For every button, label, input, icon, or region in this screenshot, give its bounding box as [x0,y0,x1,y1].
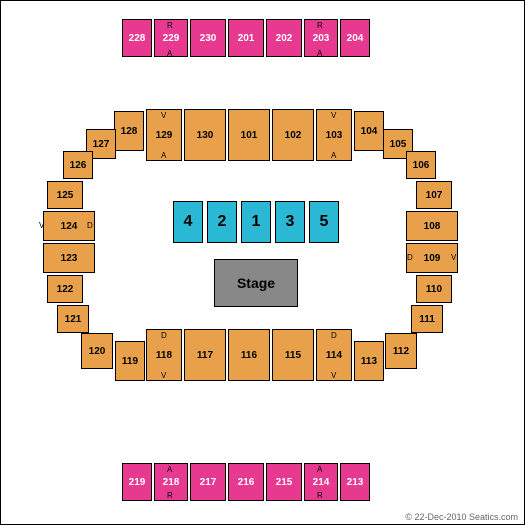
lower-section-126[interactable]: 126 [63,151,93,179]
row-label: D [331,331,337,340]
upper-section-204[interactable]: 204 [340,19,370,57]
lower-section-108[interactable]: 108 [406,211,458,241]
lower-section-102[interactable]: 102 [272,109,314,161]
floor-section-2[interactable]: 2 [207,201,237,243]
row-label: V [39,221,44,230]
upper-section-216[interactable]: 216 [228,463,264,501]
row-label: A [167,49,172,58]
lower-section-117[interactable]: 117 [184,329,226,381]
lower-section-119[interactable]: 119 [115,341,145,381]
row-label: V [331,111,336,120]
row-label: V [331,371,336,380]
row-label: V [161,111,166,120]
row-label: R [167,21,173,30]
row-label: R [317,21,323,30]
lower-section-104[interactable]: 104 [354,111,384,151]
row-label: A [331,151,336,160]
lower-section-107[interactable]: 107 [416,181,452,209]
row-label: V [451,253,456,262]
upper-section-228[interactable]: 228 [122,19,152,57]
row-label: A [317,465,322,474]
lower-section-120[interactable]: 120 [81,333,113,369]
lower-section-128[interactable]: 128 [114,111,144,151]
upper-section-219[interactable]: 219 [122,463,152,501]
row-label: A [161,151,166,160]
lower-section-111[interactable]: 111 [411,305,443,333]
upper-section-230[interactable]: 230 [190,19,226,57]
seating-chart-container: 2282292302012022032042192182172162152142… [0,0,525,525]
lower-section-115[interactable]: 115 [272,329,314,381]
lower-section-112[interactable]: 112 [385,333,417,369]
row-label: A [317,49,322,58]
lower-section-116[interactable]: 116 [228,329,270,381]
upper-section-217[interactable]: 217 [190,463,226,501]
row-label: R [167,491,173,500]
upper-section-202[interactable]: 202 [266,19,302,57]
row-label: R [317,491,323,500]
copyright-footer: © 22-Dec-2010 Seatics.com [405,512,518,522]
floor-section-4[interactable]: 4 [173,201,203,243]
lower-section-113[interactable]: 113 [354,341,384,381]
row-label: A [167,465,172,474]
lower-section-121[interactable]: 121 [57,305,89,333]
row-label: D [161,331,167,340]
lower-section-122[interactable]: 122 [47,275,83,303]
lower-section-130[interactable]: 130 [184,109,226,161]
floor-section-5[interactable]: 5 [309,201,339,243]
upper-section-201[interactable]: 201 [228,19,264,57]
row-label: D [407,253,413,262]
row-label: D [87,221,93,230]
lower-section-106[interactable]: 106 [406,151,436,179]
upper-section-215[interactable]: 215 [266,463,302,501]
floor-section-3[interactable]: 3 [275,201,305,243]
floor-section-1[interactable]: 1 [241,201,271,243]
lower-section-123[interactable]: 123 [43,243,95,273]
lower-section-125[interactable]: 125 [47,181,83,209]
row-label: V [161,371,166,380]
stage: Stage [214,259,298,307]
lower-section-110[interactable]: 110 [416,275,452,303]
upper-section-213[interactable]: 213 [340,463,370,501]
lower-section-101[interactable]: 101 [228,109,270,161]
